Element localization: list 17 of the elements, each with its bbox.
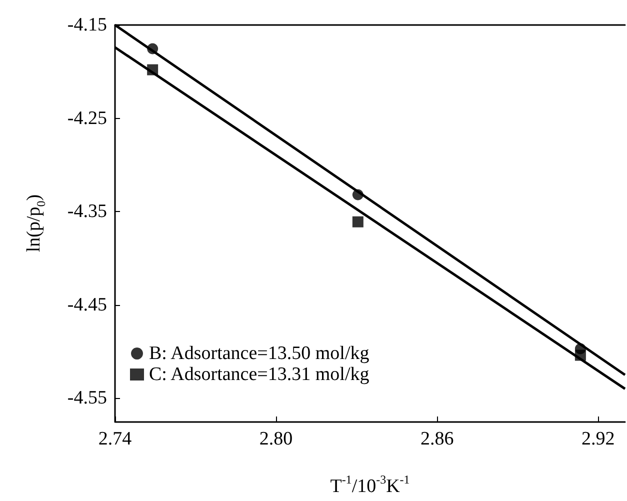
y-tick-label: -4.25: [67, 108, 107, 129]
point: [352, 189, 364, 200]
point: [147, 64, 158, 76]
legend-label: C: Adsortance=13.31 mol/kg: [149, 364, 370, 385]
x-tick-label: 2.80: [259, 428, 293, 450]
legend-label: B: Adsortance=13.50 mol/kg: [149, 343, 370, 364]
y-tick-label: -4.35: [67, 201, 107, 222]
point: [147, 43, 158, 54]
x-tick-label: 2.86: [420, 428, 454, 450]
point: [352, 216, 364, 228]
y-tick-label: -4.45: [67, 294, 107, 316]
x-tick-label: 2.92: [582, 428, 615, 450]
y-tick-label: -4.15: [67, 14, 107, 36]
x-tick-label: 2.74: [98, 428, 132, 450]
y-axis-title: ln(p/p0): [24, 194, 48, 252]
point: [574, 350, 586, 361]
y-tick-label: -4.55: [67, 388, 107, 409]
